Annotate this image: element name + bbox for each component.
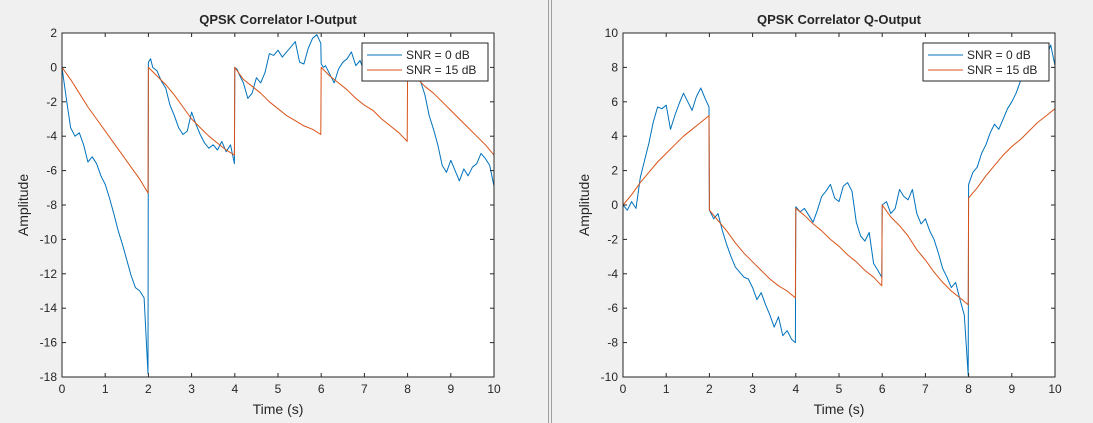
left-figure-panel: 0 1 2 3 4 5 6 7 8 9 10 2 0 -2 -4 -6 -8 -10 -12 -14 -16 -18 QPS… — [15, 0, 549, 423]
legend-box — [361, 42, 489, 82]
x-tick-label: 1 — [102, 382, 109, 396]
x-tick-label: 6 — [879, 382, 886, 396]
y-tick-label: 2 — [50, 26, 57, 40]
x-tick-label: 4 — [792, 382, 799, 396]
y-tick-label: 4 — [611, 129, 618, 143]
y-tick-label: -6 — [607, 301, 618, 315]
x-tick-label: 7 — [361, 382, 368, 396]
y-tick-label: -14 — [40, 301, 58, 315]
y-tick-label: -4 — [607, 267, 618, 281]
x-axis-label: Time (s) — [814, 401, 865, 417]
x-tick-label: 2 — [706, 382, 713, 396]
x-tick-label: 1 — [663, 382, 670, 396]
x-tick-label: 10 — [487, 382, 501, 396]
x-tick-label: 3 — [188, 382, 195, 396]
y-tick-label: -8 — [46, 198, 57, 212]
i-output-chart: 0 1 2 3 4 5 6 7 8 9 10 2 0 -2 -4 -6 -8 -10 -12 -14 -16 -18 QPS… — [15, 12, 501, 417]
x-tick-label: 8 — [404, 382, 411, 396]
x-tick-label: 3 — [749, 382, 756, 396]
x-tick-label: 4 — [231, 382, 238, 396]
y-tick-label: -10 — [40, 232, 58, 246]
x-tick-label: 2 — [145, 382, 152, 396]
x-tick-label: 6 — [318, 382, 325, 396]
series-line-snr-0db — [623, 44, 1055, 376]
y-tick-label: 6 — [611, 95, 618, 109]
y-tick-label: -12 — [40, 267, 58, 281]
chart-title: QPSK Correlator Q-Output — [757, 12, 922, 27]
y-tick-label: 2 — [611, 164, 618, 178]
x-tick-label: 8 — [965, 382, 972, 396]
right-figure-panel: 0 1 2 3 4 5 6 7 8 9 10 10 8 6 4 2 0 -2 -4 -6 -8 -10 QPSK Corre… — [551, 0, 1093, 423]
y-tick-label: 0 — [50, 60, 57, 74]
x-tick-label: 5 — [275, 382, 282, 396]
y-tick-label: -10 — [601, 370, 619, 384]
legend-label-snr-15db: SNR = 15 dB — [406, 63, 476, 77]
x-tick-label: 9 — [1008, 382, 1015, 396]
x-tick-label: 7 — [922, 382, 929, 396]
y-tick-label: -2 — [46, 95, 57, 109]
y-tick-label: -8 — [607, 336, 618, 350]
plot-area — [623, 33, 1055, 377]
x-tick-label: 0 — [59, 382, 66, 396]
y-tick-label: -16 — [40, 336, 58, 350]
y-tick-label: 8 — [611, 60, 618, 74]
x-axis-label: Time (s) — [253, 401, 304, 417]
y-tick-label: -4 — [46, 129, 57, 143]
legend-label-snr-0db: SNR = 0 dB — [967, 48, 1031, 62]
q-output-chart: 0 1 2 3 4 5 6 7 8 9 10 10 8 6 4 2 0 -2 -4 -6 -8 -10 QPSK Corre… — [576, 12, 1062, 417]
y-tick-label: 0 — [611, 198, 618, 212]
y-tick-label: -2 — [607, 232, 618, 246]
y-tick-label: 10 — [605, 26, 619, 40]
x-tick-label: 0 — [620, 382, 627, 396]
x-tick-label: 9 — [447, 382, 454, 396]
y-tick-label: -18 — [40, 370, 58, 384]
x-tick-label: 10 — [1048, 382, 1062, 396]
series-line-snr-15db — [623, 108, 1055, 306]
legend-label-snr-0db: SNR = 0 dB — [406, 48, 470, 62]
x-tick-label: 5 — [836, 382, 843, 396]
y-axis-label: Amplitude — [15, 174, 31, 236]
y-tick-label: -6 — [46, 164, 57, 178]
chart-title: QPSK Correlator I-Output — [199, 12, 357, 27]
plot-area — [62, 33, 494, 377]
legend-box — [922, 42, 1050, 82]
y-axis-label: Amplitude — [576, 174, 592, 236]
legend-label-snr-15db: SNR = 15 dB — [967, 63, 1037, 77]
